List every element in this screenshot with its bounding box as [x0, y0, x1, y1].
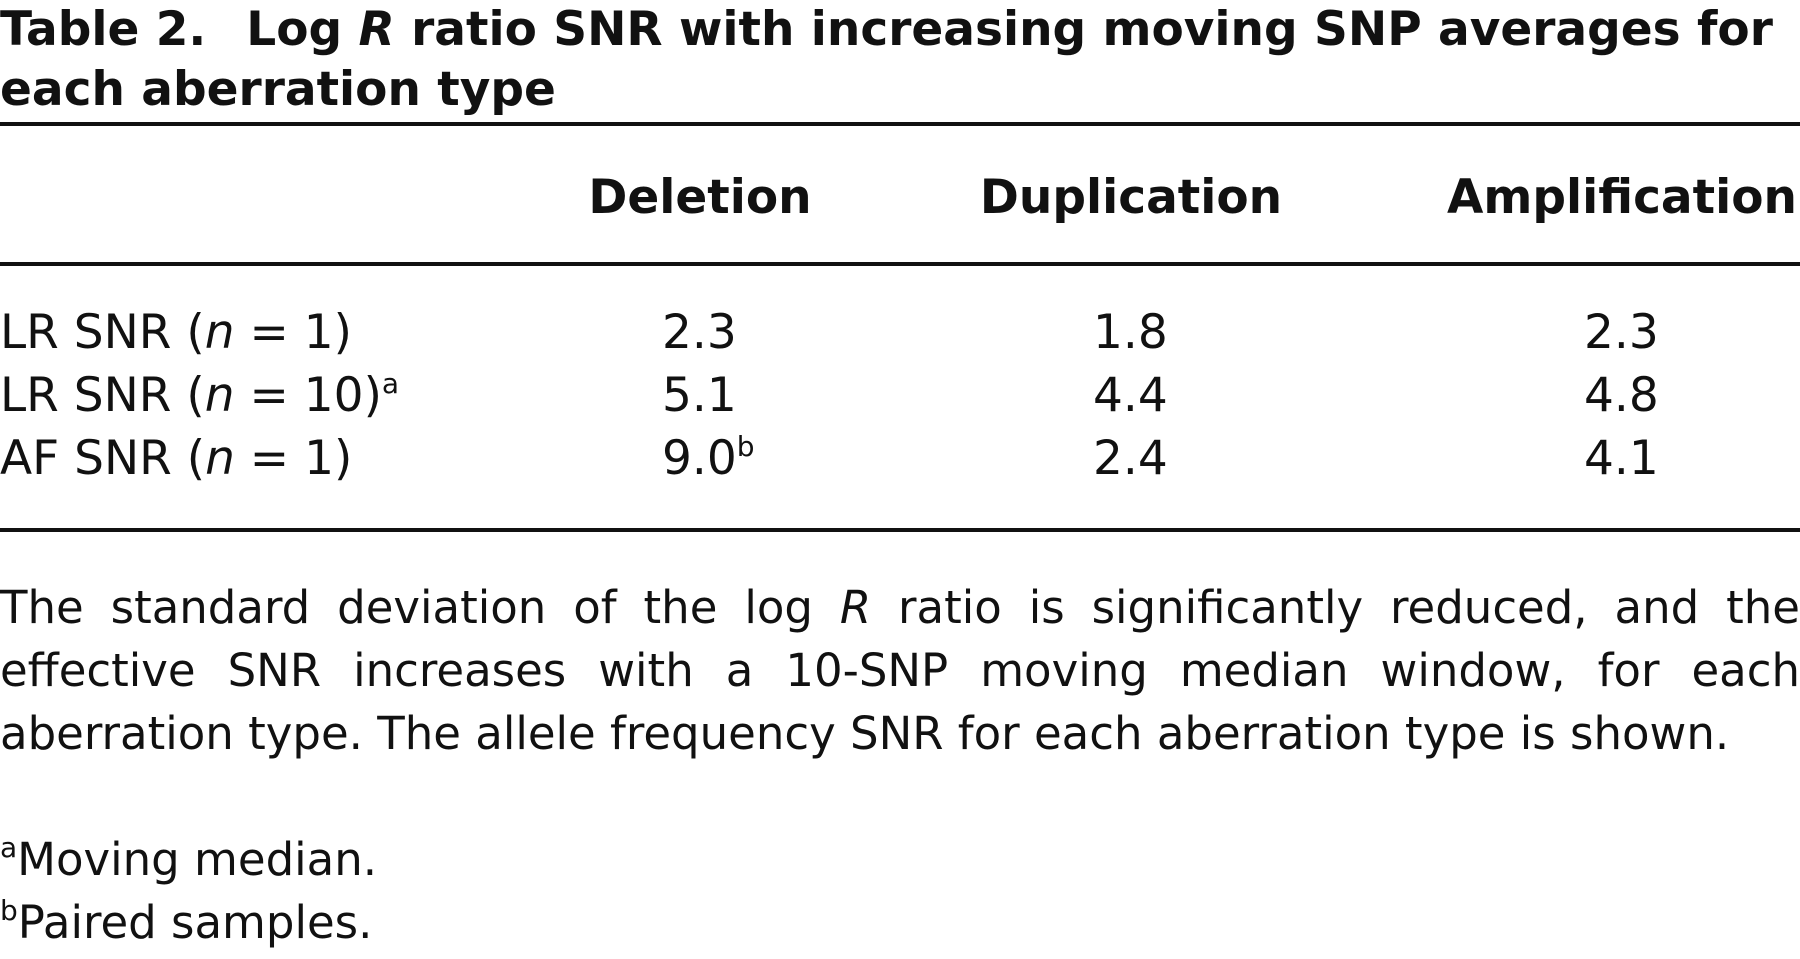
table-cell: 4.8	[1584, 368, 1659, 424]
footnote-text: The standard deviation of the log	[0, 581, 840, 634]
footnote-italic: R	[839, 581, 872, 634]
bottom-rule	[0, 528, 1800, 532]
table-cell: 5.1	[662, 368, 737, 424]
cell-value: 4.4	[1093, 368, 1168, 423]
table-cell: 2.3	[1584, 305, 1659, 361]
row-label: LR SNR (n = 10)a	[0, 368, 399, 424]
row-label-italic: n	[205, 431, 235, 486]
caption-label: Table 2.	[0, 2, 207, 57]
cell-value: 1.8	[1093, 305, 1168, 360]
footnote-mark: b	[0, 894, 18, 927]
footnote-note: bPaired samples.	[0, 891, 372, 954]
footnote-note: aMoving median.	[0, 828, 377, 891]
row-label-text: AF SNR (	[0, 431, 206, 486]
row-label-text: = 1)	[234, 305, 353, 360]
cell-value: 2.3	[1584, 305, 1659, 360]
caption-text: ratio SNR with increasing moving SNP ave…	[0, 2, 1773, 117]
cell-value: 4.8	[1584, 368, 1659, 423]
cell-value: 5.1	[662, 368, 737, 423]
footnote-mark: a	[381, 367, 400, 400]
row-label: AF SNR (n = 1)	[0, 431, 352, 487]
footnote-mark: a	[0, 831, 18, 864]
row-label-text: = 1)	[234, 431, 353, 486]
row-label-text: LR SNR (	[0, 368, 205, 423]
caption-italic: R	[358, 2, 395, 57]
footnote-mark: b	[736, 430, 755, 463]
footnote-text: ratio is significantly reduced, and the …	[0, 581, 1800, 760]
table-caption: Table 2. Log R ratio SNR with increasing …	[0, 0, 1800, 120]
row-label-text: LR SNR (	[0, 305, 205, 360]
cell-value: 2.3	[662, 305, 737, 360]
table-cell: 2.3	[662, 305, 737, 361]
row-label: LR SNR (n = 1)	[0, 305, 352, 361]
table-cell: 4.4	[1093, 368, 1168, 424]
cell-value: 4.1	[1584, 431, 1659, 486]
header-rule	[0, 262, 1800, 266]
table-cell: 4.1	[1584, 431, 1659, 487]
table-cell: 2.4	[1093, 431, 1168, 487]
footnote-note-text: Moving median.	[17, 833, 378, 886]
table-cell: 1.8	[1093, 305, 1168, 361]
row-label-text: = 10)	[234, 368, 382, 423]
cell-value: 9.0	[662, 431, 737, 486]
row-label-italic: n	[204, 305, 235, 360]
table-cell: 9.0b	[662, 431, 755, 487]
cell-value: 2.4	[1093, 431, 1168, 486]
footnote-note-text: Paired samples.	[17, 896, 373, 949]
column-header: Deletion	[588, 170, 812, 225]
top-rule	[0, 122, 1800, 126]
row-label-italic: n	[204, 368, 235, 423]
column-header: Duplication	[979, 170, 1283, 225]
caption-text: Log	[246, 2, 359, 57]
footnote: The standard deviation of the log R rati…	[0, 576, 1800, 765]
column-header: Amplification	[1447, 170, 1797, 225]
